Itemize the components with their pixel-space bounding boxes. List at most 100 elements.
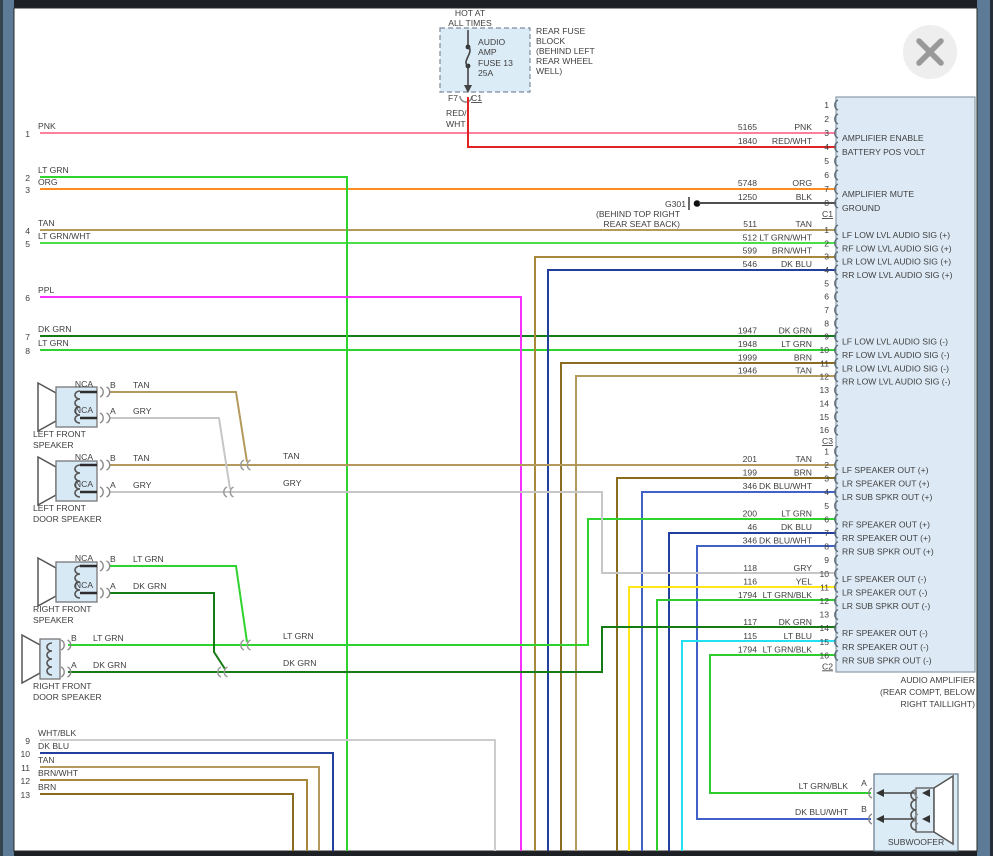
frame-left-edge [0,0,3,856]
speaker-body [55,561,98,603]
wire-dkgrn-117 [68,626,836,673]
left-wire-color: TAN [38,218,55,228]
amp-pin-function: BATTERY POS VOLT [842,147,926,157]
terminal-arc [106,386,111,398]
amp-pin-function: LF SPEAKER OUT (+) [842,465,929,475]
left-wire-number: 8 [25,346,30,356]
fuse-block-location: REAR FUSE [536,26,585,36]
wire-dkblu-row10-down [40,752,334,851]
terminal-arc [99,412,104,424]
terminal-letter: B [110,554,116,564]
left-wire-color: WHT/BLK [38,728,76,738]
wire-tan-1946 [575,375,836,851]
amp-pin-function: GROUND [842,203,880,213]
amp-wire-circuit: 115 [743,631,757,641]
amp-pin-connector-arc [834,459,839,471]
amp-pin-number: 11 [820,582,829,592]
inline-connectors: TAN GRY LT GRN DK GRN [217,451,316,678]
ground-dot-icon [693,200,701,207]
amplifier-box [835,96,976,673]
wire-brn-199 [616,477,836,851]
nca-label: NCA [75,479,93,489]
speaker-coil [74,390,81,424]
amp-wire-color: LT GRN [781,508,812,518]
amp-pin-number: 9 [824,555,829,565]
amp-wire-color: TAN [795,454,812,464]
splice-arc [229,486,234,498]
fuse-block-box [439,27,531,93]
left-wire-color: DK BLU [38,741,69,751]
amp-wire-circuit: 346 [743,536,758,546]
amp-pin-connector-arc [834,500,839,512]
wire-whtblk-row9-down [40,739,496,851]
amp-pin-number: 7 [824,528,829,538]
amp-wire-circuit: 546 [743,259,758,269]
close-button[interactable] [903,25,957,79]
terminal-arc [106,587,111,599]
amp-pin-connector-arc [834,344,839,356]
amp-pin-function: RF LOW LVL AUDIO SIG (+) [842,243,952,253]
amp-pin-connector-arc [834,331,839,343]
left-wire-number: 6 [25,293,30,303]
amp-pin-connector-arc [834,581,839,594]
left-wire-number: 13 [20,790,30,800]
amp-wire-circuit: 46 [747,522,757,532]
terminal-letter: A [110,406,116,416]
amp-pin-number: 14 [819,398,829,408]
amp-pin-number: 5 [824,156,829,166]
amp-pin-connector-arc [834,291,839,303]
left-wire-number: 1 [25,129,30,139]
splice-arc [240,459,245,471]
left-wire-color: ORG [38,177,58,187]
speaker-coil [74,565,81,599]
amp-pin-connector-arc [834,169,839,181]
amp-wire-circuit: 5165 [738,122,757,132]
terminal-arc [106,560,111,572]
terminal-arc [106,412,111,424]
amp-pin-number: 8 [824,198,829,208]
left-wire-number: 10 [20,749,30,759]
left-wire-number: 11 [21,763,30,773]
amp-pin-connector-arc [834,113,839,125]
amp-pin-connector-arc [834,554,839,566]
fuse-block-location: REAR WHEEL [536,56,593,66]
amp-pin-connector-arc [834,357,839,370]
terminal-arc [106,486,111,498]
amplifier-location: (REAR COMPT, BELOW [880,687,976,697]
amp-pin-number: 14 [819,623,829,633]
subwoofer: LT GRN/BLK A DK BLU/WHT B SUBWOOFER [795,773,959,852]
amp-wire-circuit: 200 [743,508,758,518]
amp-pin-connector-arc [834,197,839,209]
amp-pin-number: 10 [819,345,829,355]
splice-arc [223,486,228,498]
amp-pin-function: LF LOW LVL AUDIO SIG (+) [842,230,950,240]
wire-dkbluwht-346-lr [641,491,836,851]
amp-wire-circuit: 511 [743,219,757,229]
amp-wire-circuit: 201 [743,454,758,464]
amp-pin-number: 3 [824,128,829,138]
amp-pin-connector-arc [834,411,839,423]
fuse-wire-color: RED/ [446,108,467,118]
left-wire-color: TAN [38,755,55,765]
amp-wire-circuit: 1840 [738,136,757,146]
left-wire-color: DK GRN [38,324,71,334]
amp-pin-number: 13 [819,610,829,620]
wire-redwht-battery [467,97,836,148]
splice-arc [223,666,228,678]
amp-wire-color: DK BLU [781,522,812,532]
amp-wire-color: BRN [794,352,812,362]
amp-pin-connector-arc [834,277,839,290]
amp-wire-circuit: 1250 [738,192,757,202]
left-wire-number: 5 [25,239,30,249]
amp-wire-circuit: 117 [743,617,757,627]
close-icon[interactable] [916,38,944,66]
amp-pin-connector-arc [834,155,839,167]
nca-label: NCA [75,405,93,415]
diagram-page [13,7,978,852]
arrow-down-icon [464,85,472,93]
amp-wire-circuit: 346 [743,481,758,491]
wire-brnwht-row12-down [40,779,308,851]
amp-pin-connector-arc [834,486,839,498]
